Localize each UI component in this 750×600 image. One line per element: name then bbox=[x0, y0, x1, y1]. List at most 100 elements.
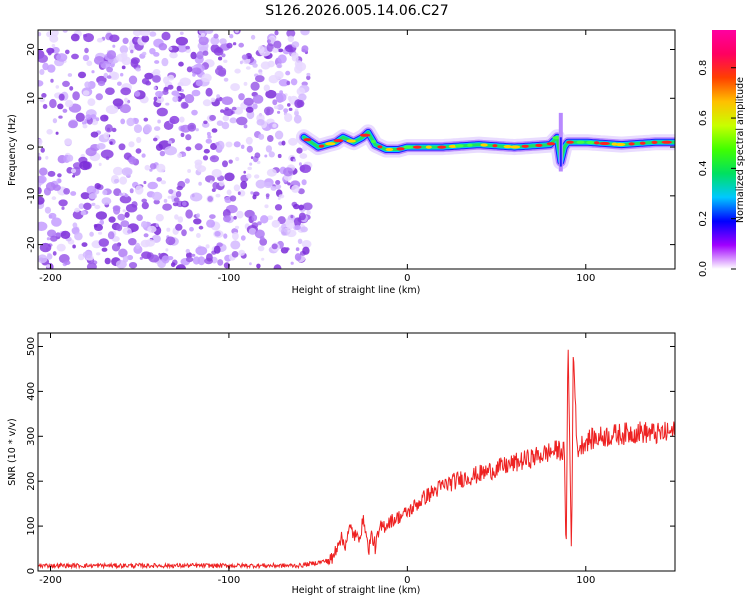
noise-region bbox=[38, 30, 313, 269]
noise-blob bbox=[116, 224, 123, 232]
noise-blob bbox=[95, 211, 107, 220]
noise-blob bbox=[287, 35, 294, 42]
noise-blob bbox=[47, 170, 56, 177]
noise-blob bbox=[47, 229, 57, 238]
noise-blob bbox=[136, 136, 142, 144]
noise-blob bbox=[290, 214, 294, 219]
noise-blob bbox=[185, 209, 193, 219]
signal-hotspot bbox=[467, 143, 473, 147]
noise-blob bbox=[48, 212, 57, 219]
noise-blob bbox=[144, 72, 154, 80]
noise-blob bbox=[136, 214, 143, 221]
signal-hotspot bbox=[303, 138, 312, 142]
noise-blob bbox=[141, 78, 150, 85]
noise-blob bbox=[214, 231, 221, 237]
noise-blob bbox=[169, 52, 178, 59]
noise-blob bbox=[82, 90, 90, 96]
noise-blob bbox=[258, 72, 263, 75]
signal-hotspot bbox=[639, 141, 646, 145]
signal-hotspot bbox=[377, 145, 383, 149]
noise-blob bbox=[206, 219, 216, 228]
noise-blob bbox=[117, 213, 126, 221]
noise-blob bbox=[121, 167, 133, 176]
noise-blob bbox=[200, 32, 206, 37]
noise-blob bbox=[47, 64, 56, 73]
y-tick-label: 300 bbox=[26, 427, 37, 446]
noise-blob bbox=[82, 124, 88, 129]
noise-blob bbox=[265, 193, 270, 198]
noise-blob bbox=[209, 155, 219, 163]
noise-blob bbox=[223, 108, 234, 117]
noise-blob bbox=[206, 131, 211, 137]
noise-blob bbox=[134, 91, 141, 97]
noise-blob bbox=[40, 147, 45, 153]
noise-blob bbox=[252, 103, 258, 110]
noise-blob bbox=[206, 253, 213, 262]
noise-blob bbox=[231, 251, 239, 258]
noise-blob bbox=[196, 213, 201, 218]
noise-blob bbox=[180, 101, 188, 109]
noise-blob bbox=[157, 119, 161, 124]
signal-hotspot bbox=[396, 147, 405, 151]
noise-blob bbox=[280, 228, 288, 236]
noise-blob bbox=[155, 143, 163, 151]
noise-blob bbox=[293, 203, 300, 210]
noise-blob bbox=[302, 246, 310, 255]
noise-blob bbox=[276, 63, 283, 69]
noise-blob bbox=[98, 162, 102, 167]
noise-blob bbox=[70, 168, 77, 173]
noise-blob bbox=[72, 244, 76, 249]
noise-blob bbox=[158, 43, 168, 51]
noise-blob bbox=[256, 263, 261, 269]
noise-blob bbox=[190, 192, 203, 202]
y-tick-label: -20 bbox=[26, 236, 37, 252]
noise-blob bbox=[98, 238, 110, 247]
noise-blob bbox=[232, 42, 237, 46]
noise-blob bbox=[185, 256, 194, 263]
noise-blob bbox=[234, 30, 239, 33]
noise-blob bbox=[207, 135, 212, 139]
noise-blob bbox=[39, 69, 45, 75]
noise-blob bbox=[55, 232, 62, 237]
noise-blob bbox=[84, 81, 91, 88]
noise-blob bbox=[229, 34, 234, 39]
noise-blob bbox=[50, 78, 54, 83]
noise-blob bbox=[221, 96, 233, 105]
noise-blob bbox=[67, 154, 74, 162]
noise-blob bbox=[300, 30, 310, 36]
noise-blob bbox=[210, 143, 217, 150]
noise-blob bbox=[191, 109, 198, 116]
noise-blob bbox=[44, 206, 52, 214]
noise-blob bbox=[38, 152, 41, 157]
spectrogram-xlabel: Height of straight line (km) bbox=[292, 285, 421, 296]
noise-blob bbox=[181, 201, 187, 206]
noise-blob bbox=[62, 80, 70, 87]
noise-blob bbox=[266, 215, 274, 220]
noise-blob bbox=[93, 56, 105, 65]
noise-blob bbox=[82, 54, 90, 62]
noise-blob bbox=[125, 203, 138, 213]
signal-hotspot bbox=[425, 145, 432, 149]
noise-blob bbox=[293, 114, 302, 124]
noise-blob bbox=[51, 44, 56, 48]
noise-blob bbox=[273, 264, 282, 269]
noise-blob bbox=[132, 30, 142, 37]
noise-blob bbox=[274, 70, 284, 80]
noise-blob bbox=[155, 96, 165, 104]
noise-blob bbox=[298, 188, 305, 195]
signal-hotspot bbox=[576, 140, 585, 144]
noise-blob bbox=[120, 87, 131, 96]
noise-blob bbox=[96, 117, 100, 122]
noise-blob bbox=[213, 47, 224, 56]
noise-blob bbox=[186, 66, 193, 73]
noise-blob bbox=[151, 191, 163, 201]
noise-blob bbox=[156, 107, 168, 117]
noise-blob bbox=[120, 220, 130, 228]
noise-blob bbox=[252, 194, 257, 200]
noise-blob bbox=[74, 207, 80, 213]
noise-blob bbox=[141, 201, 149, 210]
noise-blob bbox=[223, 215, 231, 223]
noise-blob bbox=[102, 189, 108, 196]
noise-blob bbox=[254, 75, 265, 83]
